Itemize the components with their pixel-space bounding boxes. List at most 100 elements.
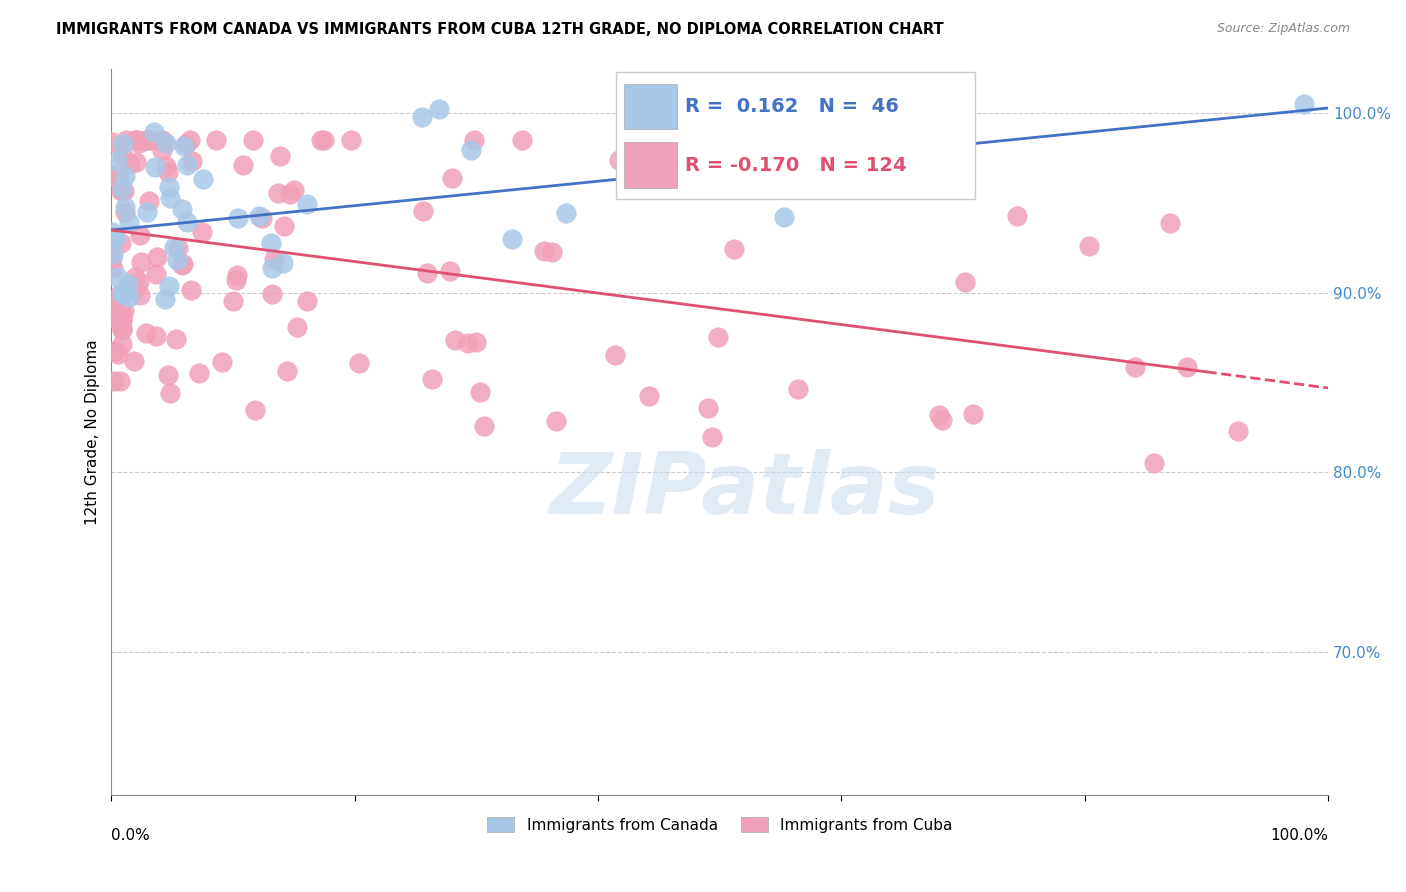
Point [931,413,953,427]
Point [180,283,202,297]
Point [245,403,267,417]
Point [112,303,135,318]
Text: Source: ZipAtlas.com: Source: ZipAtlas.com [1216,22,1350,36]
Point [101,169,124,183]
Point [928,408,950,422]
Point [122,354,145,368]
Point [457,335,479,350]
Point [128,136,150,151]
Point [707,330,730,344]
Point [441,170,464,185]
Point [546,414,568,428]
Point [276,364,298,378]
Point [170,258,193,272]
Point [460,144,482,158]
Point [510,133,533,147]
Y-axis label: 12th Grade, No Diploma: 12th Grade, No Diploma [86,339,100,524]
Point [107,172,129,186]
Point [176,136,198,151]
Point [105,270,128,285]
Point [775,181,797,195]
Point [1227,424,1250,438]
Point [115,133,138,147]
Point [173,139,195,153]
Point [125,133,148,147]
Point [112,287,135,301]
Point [700,430,723,444]
Point [101,252,124,266]
Text: 100.0%: 100.0% [1270,828,1329,843]
Point [145,267,167,281]
Point [953,275,976,289]
Point [181,153,204,168]
Point [176,158,198,172]
Point [101,136,124,150]
Point [166,252,188,267]
Point [422,371,444,385]
Point [1005,209,1028,223]
Point [163,240,186,254]
Point [111,180,134,194]
Point [136,133,159,147]
Point [412,204,434,219]
Point [114,169,136,183]
Point [555,206,578,220]
Point [314,133,336,147]
Point [267,186,290,200]
Point [165,332,187,346]
Point [285,320,308,334]
Point [309,133,332,147]
Point [103,247,125,261]
Point [104,229,127,244]
Point [150,143,173,157]
Point [772,210,794,224]
Point [226,211,249,226]
Point [105,153,128,168]
Point [468,385,491,400]
Point [347,356,370,370]
Point [142,125,165,139]
Point [273,219,295,234]
Point [124,270,146,285]
Point [472,419,495,434]
Point [262,287,284,301]
Text: IMMIGRANTS FROM CANADA VS IMMIGRANTS FROM CUBA 12TH GRADE, NO DIPLOMA CORRELATIO: IMMIGRANTS FROM CANADA VS IMMIGRANTS FRO… [56,22,943,37]
Point [127,133,149,147]
Point [605,348,627,362]
Point [283,183,305,197]
Point [166,241,188,255]
Point [108,314,131,328]
Point [145,329,167,343]
Point [124,133,146,147]
Point [128,276,150,290]
Point [439,264,461,278]
Point [225,272,247,286]
Point [111,314,134,328]
Point [143,160,166,174]
Point [464,335,486,350]
Point [129,288,152,302]
Point [153,292,176,306]
Text: ZIPatlas: ZIPatlas [548,449,939,532]
Point [205,133,228,147]
Point [463,133,485,147]
Point [260,261,283,276]
Point [411,110,433,124]
Point [427,102,450,116]
Point [269,148,291,162]
Point [176,214,198,228]
Point [159,385,181,400]
Point [139,133,162,147]
Point [135,133,157,147]
Point [1078,239,1101,253]
Point [295,197,318,211]
Point [118,290,141,304]
Point [225,268,247,282]
Point [260,236,283,251]
Point [278,187,301,202]
Point [222,293,245,308]
Point [110,305,132,319]
Point [129,228,152,243]
Point [416,266,439,280]
Point [111,336,134,351]
